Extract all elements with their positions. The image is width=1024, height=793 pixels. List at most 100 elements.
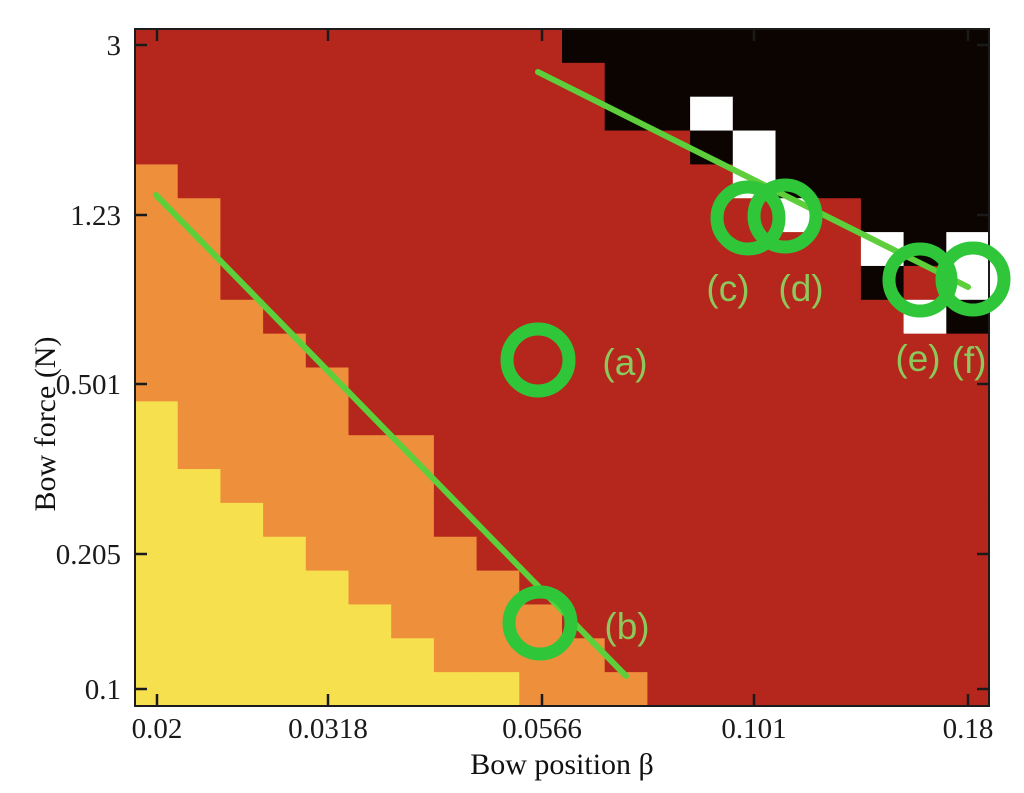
heatmap-cell: [732, 502, 777, 538]
heatmap-cell: [903, 130, 947, 166]
heatmap-cell: [860, 469, 905, 504]
heatmap-cell: [476, 62, 520, 98]
marker-label-a: (a): [602, 342, 647, 383]
heatmap-cell: [647, 536, 691, 572]
heatmap-cell: [391, 198, 435, 233]
heatmap-cell: [348, 265, 392, 301]
heatmap-cell: [519, 435, 563, 470]
heatmap-cell: [732, 604, 777, 639]
heatmap-cell: [220, 96, 264, 132]
heatmap-cell: [818, 570, 862, 606]
heatmap-cell: [647, 96, 691, 132]
heatmap-cell: [433, 604, 478, 639]
heatmap-cell: [690, 570, 734, 606]
heatmap-cell: [135, 604, 179, 639]
heatmap-cell: [348, 164, 392, 199]
heatmap-cell: [604, 570, 649, 606]
heatmap-cell: [177, 130, 222, 166]
heatmap-cell: [818, 299, 862, 335]
heatmap-cell: [604, 62, 649, 98]
heatmap-cell: [903, 638, 947, 673]
heatmap-cell: [519, 232, 563, 267]
heatmap-cell: [263, 469, 307, 504]
heatmap-cell: [476, 469, 520, 504]
y-axis-label: Bow force (N): [29, 336, 62, 512]
heatmap-cell: [732, 469, 777, 504]
heatmap-cell: [476, 672, 520, 707]
heatmap-cell: [177, 604, 222, 639]
heatmap-cell: [433, 401, 478, 436]
heatmap-cell: [220, 570, 264, 606]
heatmap-cell: [177, 672, 222, 707]
heatmap-cell: [860, 130, 905, 166]
heatmap-cell: [775, 62, 819, 98]
heatmap-cell: [348, 502, 392, 538]
heatmap-cell: [135, 435, 179, 470]
heatmap-cell: [433, 130, 478, 166]
heatmap-cell: [860, 570, 905, 606]
heatmap-cell: [305, 604, 350, 639]
heatmap-cell: [391, 130, 435, 166]
heatmap-cell: [519, 164, 563, 199]
heatmap-cell: [220, 502, 264, 538]
heatmap-cell: [177, 536, 222, 572]
heatmap-cell: [775, 604, 819, 639]
heatmap-cell: [305, 198, 350, 233]
heatmap-cell: [690, 435, 734, 470]
heatmap-cell: [860, 502, 905, 538]
heatmap-cell: [604, 130, 649, 166]
heatmap-cell: [775, 401, 819, 436]
heatmap-cell: [690, 502, 734, 538]
heatmap-cell: [647, 232, 691, 267]
heatmap-cell: [903, 96, 947, 132]
heatmap-cell: [946, 130, 990, 166]
heatmap-cell: [647, 469, 691, 504]
y-tick-label: 3: [107, 30, 122, 62]
heatmap-cell: [263, 570, 307, 606]
heatmap-cell: [476, 130, 520, 166]
heatmap-cell: [391, 570, 435, 606]
heatmap-cell: [177, 333, 222, 369]
heatmap-cell: [903, 435, 947, 470]
heatmap-cell: [775, 367, 819, 403]
heatmap-cell: [391, 367, 435, 403]
heatmap-cell: [604, 536, 649, 572]
heatmap-cell: [903, 570, 947, 606]
heatmap-cell: [391, 164, 435, 199]
heatmap-cell: [305, 96, 350, 132]
heatmap-cell: [263, 29, 307, 64]
heatmap-cell: [562, 536, 606, 572]
heatmap-cell: [519, 536, 563, 572]
heatmap-cell: [903, 62, 947, 98]
heatmap-cell: [818, 536, 862, 572]
heatmap-cell: [690, 62, 734, 98]
heatmap-cell: [433, 62, 478, 98]
heatmap-cell: [305, 401, 350, 436]
heatmap-cell: [732, 638, 777, 673]
heatmap-cell: [177, 570, 222, 606]
heatmap-cell: [562, 198, 606, 233]
heatmap-cell: [775, 333, 819, 369]
heatmap-cell: [647, 367, 691, 403]
x-tick-label: 0.02: [132, 713, 183, 745]
heatmap-cell: [263, 198, 307, 233]
heatmap-cell: [305, 130, 350, 166]
heatmap-cell: [263, 164, 307, 199]
heatmap-cell: [946, 62, 990, 98]
heatmap-cell: [775, 29, 819, 64]
heatmap-cell: [690, 604, 734, 639]
heatmap-cell: [860, 672, 905, 707]
heatmap-cell: [263, 367, 307, 403]
heatmap-cell: [562, 130, 606, 166]
heatmap-cell: [903, 164, 947, 199]
heatmap-cell: [690, 265, 734, 301]
heatmap-cell: [604, 232, 649, 267]
heatmap-cell: [391, 638, 435, 673]
heatmap-cell: [263, 672, 307, 707]
heatmap-cell: [135, 502, 179, 538]
heatmap-cell: [519, 604, 563, 639]
heatmap-cell: [562, 401, 606, 436]
heatmap-cell: [690, 536, 734, 572]
heatmap-cell: [391, 299, 435, 335]
